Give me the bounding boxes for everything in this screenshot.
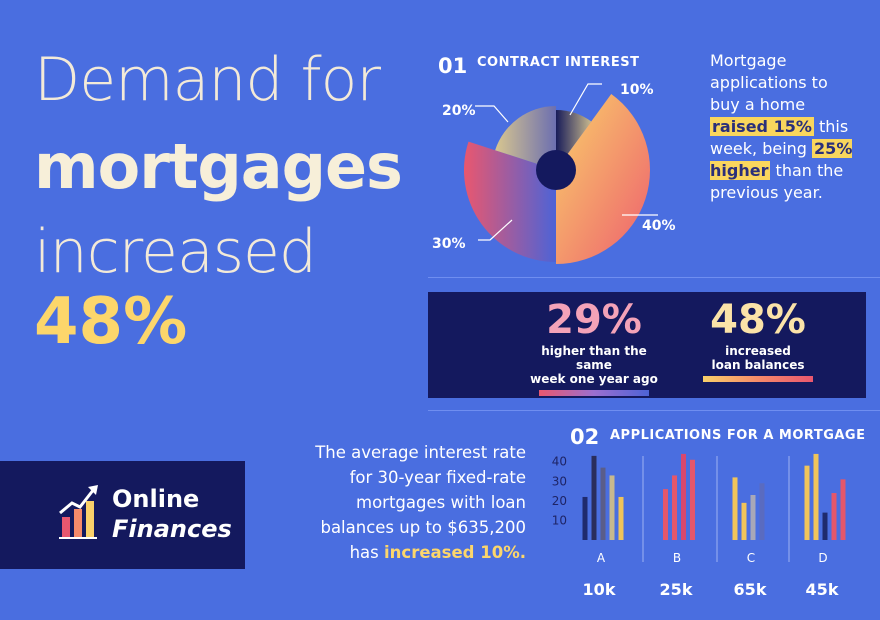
total-b: 25k bbox=[659, 580, 693, 599]
headline-line3: increased bbox=[34, 217, 317, 287]
side-text-1: Mortgage applications to buy a home bbox=[710, 51, 828, 114]
stat-2-value: 48% bbox=[710, 297, 806, 343]
total-c: 65k bbox=[733, 580, 767, 599]
headline-value: 48% bbox=[34, 285, 188, 359]
divider-bottom bbox=[428, 410, 880, 411]
headline-line1: Demand for bbox=[34, 45, 381, 115]
y-tick-30: 30 bbox=[552, 474, 567, 488]
category-label-D: D bbox=[818, 551, 827, 565]
logo-line1: Online bbox=[112, 485, 200, 513]
y-tick-10: 10 bbox=[552, 513, 567, 527]
stat-1-line2: week one year ago bbox=[530, 372, 658, 386]
headline-line2: mortgages bbox=[34, 130, 403, 203]
stat-2-bar bbox=[703, 376, 813, 382]
section1-title: CONTRACT INTEREST bbox=[477, 55, 640, 70]
pie-center-hole bbox=[536, 150, 576, 190]
applications-bar-chart: 10 20 30 40 A B C D bbox=[552, 453, 846, 565]
stat-1-value: 29% bbox=[546, 297, 642, 343]
contract-interest-pie-chart bbox=[464, 83, 658, 265]
bar-D-4 bbox=[831, 493, 837, 540]
section2-number: 02 bbox=[570, 425, 600, 449]
bar-B-1 bbox=[663, 489, 668, 540]
bar-C-1 bbox=[732, 477, 738, 540]
logo-line2: Finances bbox=[112, 515, 232, 543]
bar-D-3 bbox=[822, 512, 828, 540]
bar-D-1 bbox=[804, 465, 810, 540]
pie-label-40: 40% bbox=[642, 218, 676, 234]
side-text-3: than the previous year. bbox=[710, 161, 844, 202]
bar-B-4 bbox=[690, 459, 695, 540]
bar-A-5 bbox=[618, 496, 624, 540]
y-tick-20: 20 bbox=[552, 494, 567, 508]
category-label-A: A bbox=[597, 551, 606, 565]
bar-C-4 bbox=[759, 483, 765, 540]
middle-paragraph: The average interest rate for 30-year fi… bbox=[290, 440, 526, 565]
pie-label-10: 10% bbox=[620, 82, 654, 98]
pie-slice-20pct bbox=[495, 106, 556, 170]
logo-box: Online Finances bbox=[0, 461, 245, 569]
divider-top bbox=[428, 277, 880, 278]
bar-C-3 bbox=[750, 495, 756, 540]
pie-slice-40pct bbox=[556, 93, 650, 265]
stat-1-line1: higher than the same bbox=[541, 344, 647, 372]
pie-leader-20 bbox=[475, 105, 509, 123]
category-label-B: B bbox=[673, 551, 681, 565]
y-tick-40: 40 bbox=[552, 455, 567, 469]
total-a: 10k bbox=[582, 580, 616, 599]
side-text-2: this week, being bbox=[710, 117, 849, 158]
side-paragraph: Mortgage applications to buy a home rais… bbox=[710, 50, 860, 204]
bar-D-2 bbox=[813, 453, 819, 540]
pie-label-30: 30% bbox=[432, 236, 466, 252]
middle-highlight: increased 10%. bbox=[384, 543, 526, 562]
total-d: 45k bbox=[805, 580, 839, 599]
bar-C-2 bbox=[741, 502, 747, 540]
stat-card-2: 48% increased loan balances bbox=[686, 300, 830, 382]
section2-title: APPLICATIONS FOR A MORTGAGE bbox=[610, 428, 866, 443]
side-highlight-1: raised 15% bbox=[710, 117, 814, 136]
pie-slice-30pct bbox=[464, 141, 556, 262]
pie-leader-30 bbox=[478, 219, 513, 241]
bar-A-3 bbox=[600, 467, 606, 540]
bar-A-1 bbox=[582, 496, 588, 540]
middle-text-1: The average interest rate for 30-year fi… bbox=[315, 443, 526, 562]
bar-B-3 bbox=[681, 453, 686, 540]
stat-2-line1: increased bbox=[725, 344, 791, 358]
bar-B-2 bbox=[672, 475, 677, 540]
category-label-C: C bbox=[747, 551, 755, 565]
bar-D-5 bbox=[840, 479, 846, 540]
pie-label-20: 20% bbox=[442, 103, 476, 119]
stat-card-1: 29% higher than the same week one year a… bbox=[522, 300, 666, 396]
section1-number: 01 bbox=[438, 54, 468, 78]
bar-A-4 bbox=[609, 475, 615, 540]
stat-2-line2: loan balances bbox=[711, 358, 805, 372]
bar-A-2 bbox=[591, 455, 597, 540]
stat-1-bar bbox=[539, 390, 649, 396]
bar-C-5 bbox=[768, 469, 774, 540]
pie-leader-10 bbox=[569, 83, 602, 116]
growth-chart-icon bbox=[59, 485, 98, 539]
